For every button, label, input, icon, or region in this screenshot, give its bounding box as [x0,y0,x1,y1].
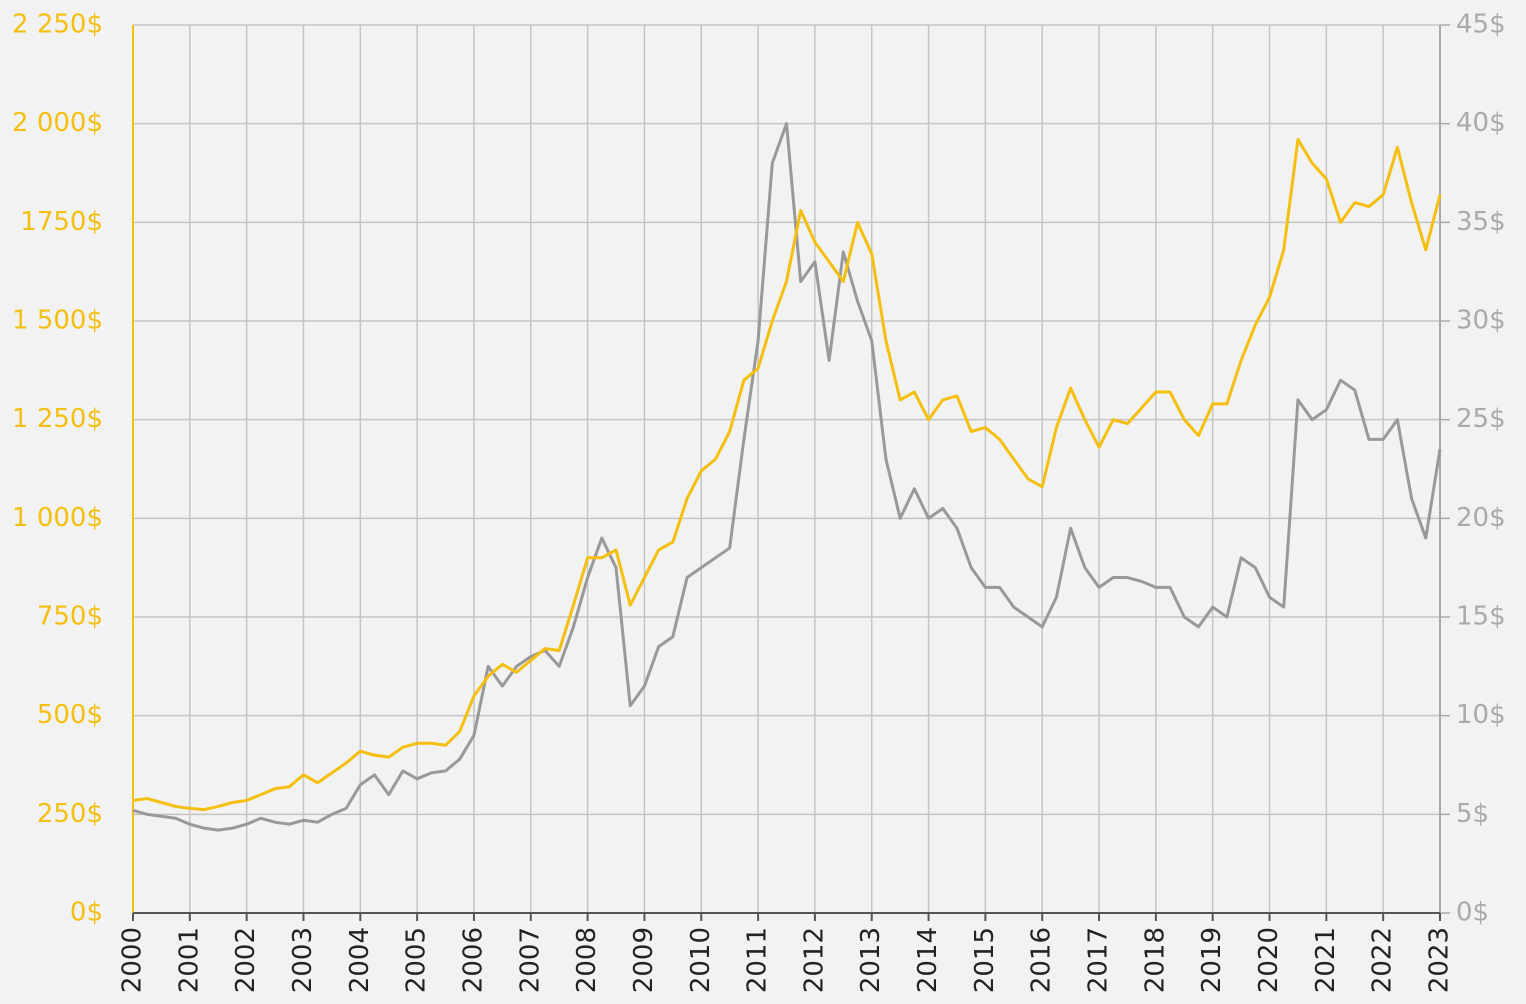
x-tick-label: 2023 [1425,927,1455,993]
x-tick-label: 2010 [686,927,716,993]
y-tick-label: 750$ [37,602,103,632]
x-tick-label: 2006 [458,927,488,993]
x-tick-label: 2004 [345,927,375,993]
y-tick-label: 1750$ [20,207,103,237]
x-tick-label: 2018 [1140,927,1170,993]
x-tick-label: 2014 [913,927,943,993]
x-tick-label: 2021 [1311,927,1341,993]
y-tick-label: 1 000$ [12,503,103,533]
y2-tick-label: 5$ [1456,799,1489,829]
x-tick-label: 2017 [1084,927,1114,993]
series-line [133,124,1440,830]
x-tick-label: 2005 [402,927,432,993]
x-tick-label: 2008 [572,927,602,993]
y-tick-label: 2 250$ [12,10,103,40]
y-tick-label: 500$ [37,700,103,730]
x-tick-label: 2019 [1197,927,1227,993]
y-tick-label: 1 250$ [12,404,103,434]
x-tick-label: 2012 [799,927,829,993]
x-tick-label: 2002 [231,927,261,993]
y2-tick-label: 15$ [1456,602,1506,632]
x-tick-label: 2013 [856,927,886,993]
x-tick-label: 2022 [1368,927,1398,993]
y2-tick-label: 20$ [1456,503,1506,533]
x-tick-label: 2011 [743,927,773,993]
x-tick-label: 2015 [970,927,1000,993]
y-tick-label: 2 000$ [12,108,103,138]
y-tick-label: 0$ [70,898,103,928]
y2-tick-label: 35$ [1456,207,1506,237]
y2-tick-label: 30$ [1456,306,1506,336]
y-tick-label: 1 500$ [12,306,103,336]
y2-tick-label: 0$ [1456,898,1489,928]
y2-tick-label: 45$ [1456,10,1506,40]
y-tick-label: 250$ [37,799,103,829]
x-tick-label: 2009 [629,927,659,993]
series-line [133,139,1440,809]
x-tick-label: 2020 [1254,927,1284,993]
x-tick-label: 2007 [515,927,545,993]
y2-tick-label: 25$ [1456,404,1506,434]
x-tick-label: 2001 [174,927,204,993]
chart: 0$ 250$ 500$ 750$ 1 000$ 1 250$ 1 500$ 1750$ 2 0… [0,0,1526,1004]
x-tick-label: 2000 [118,927,148,993]
y2-tick-label: 40$ [1456,108,1506,138]
x-tick-label: 2016 [1027,927,1057,993]
y2-tick-label: 10$ [1456,700,1506,730]
x-tick-label: 2003 [288,927,318,993]
